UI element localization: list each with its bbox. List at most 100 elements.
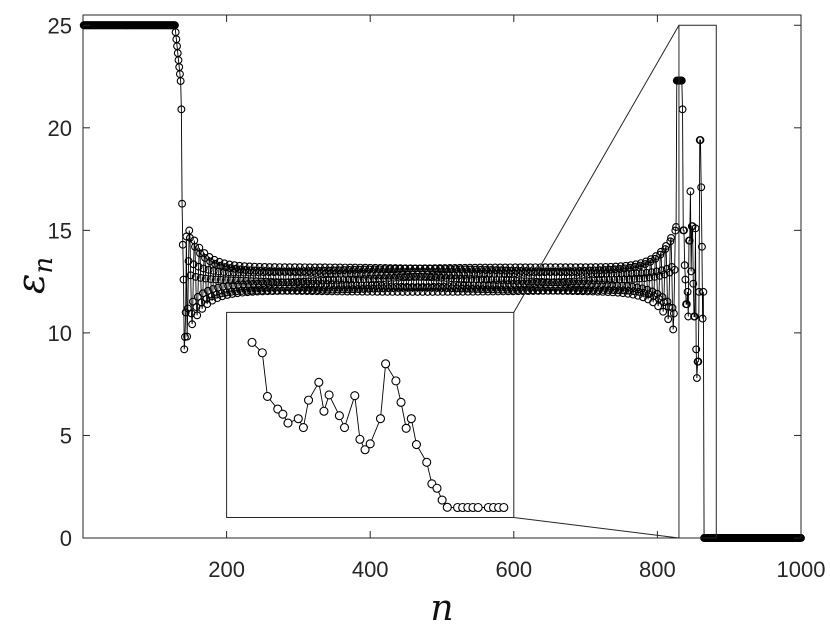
data-point <box>623 282 632 291</box>
data-point <box>195 243 204 252</box>
data-point <box>364 274 373 283</box>
data-point <box>562 268 571 277</box>
data-point <box>514 287 523 296</box>
data-point <box>424 282 433 291</box>
data-point <box>440 264 449 273</box>
data-point <box>228 289 237 298</box>
x-axis: 200 400 600 800 1000 <box>208 15 825 582</box>
data-point <box>423 287 432 296</box>
zoom-connector <box>513 516 680 539</box>
data-point <box>187 309 196 318</box>
inset-data-point <box>324 390 334 400</box>
data-point <box>594 286 603 294</box>
inset-data-point <box>257 348 267 358</box>
data-point <box>308 287 316 296</box>
data-point <box>695 287 703 296</box>
data-point <box>230 261 239 270</box>
inset-data-point <box>314 377 324 387</box>
data-point <box>511 263 520 272</box>
inset-data-point <box>319 406 329 416</box>
data-point <box>652 252 660 261</box>
data-point <box>697 183 706 192</box>
data-point <box>631 260 640 269</box>
data-point <box>394 273 403 282</box>
data-point <box>531 263 540 272</box>
inset <box>226 24 717 539</box>
data-point <box>532 267 541 276</box>
data-point <box>685 236 694 245</box>
data-point <box>456 265 465 274</box>
data-point <box>664 303 673 311</box>
data-point <box>301 268 310 277</box>
y-tick-label: 25 <box>48 13 72 38</box>
data-point <box>683 287 692 296</box>
data-point <box>214 283 222 292</box>
data-point <box>584 286 593 295</box>
data-point <box>179 275 188 284</box>
data-point <box>504 287 513 296</box>
y-axis-label-sub: n <box>29 257 59 274</box>
data-point <box>426 264 435 273</box>
data-point <box>396 264 405 273</box>
data-point <box>689 279 698 288</box>
data-point <box>429 282 438 291</box>
data-point <box>603 280 612 289</box>
data-point <box>696 136 705 145</box>
data-point <box>572 268 581 277</box>
inset-data-point <box>298 422 308 433</box>
data-point <box>211 275 220 284</box>
data-point <box>554 286 563 295</box>
data-point <box>404 283 413 292</box>
data-point <box>555 278 563 287</box>
data-point <box>263 287 272 296</box>
data-point <box>252 277 260 286</box>
data-point <box>516 263 525 272</box>
data-point <box>245 262 254 271</box>
data-point <box>303 287 311 296</box>
y-tick-label: 5 <box>60 423 72 448</box>
data-point <box>206 257 215 266</box>
inset-data-point <box>432 483 442 493</box>
data-point <box>186 233 194 242</box>
data-point <box>697 242 706 251</box>
inset-data-point <box>278 409 288 419</box>
inset-data-point <box>283 418 293 428</box>
data-point <box>224 268 233 277</box>
data-point <box>214 267 223 276</box>
data-point <box>389 273 398 282</box>
data-point <box>638 284 647 293</box>
data-point <box>221 263 230 272</box>
inset-data-point <box>406 414 416 424</box>
data-point <box>268 287 277 295</box>
data-point <box>655 271 664 280</box>
data-point <box>359 275 368 284</box>
data-point <box>428 287 437 296</box>
data-point <box>656 250 665 259</box>
data-point <box>323 285 332 294</box>
data-point <box>636 259 645 268</box>
data-point <box>408 287 417 296</box>
data-point <box>203 286 212 295</box>
data-point <box>183 332 192 341</box>
inset-data-point <box>360 445 370 455</box>
data-point <box>271 267 280 276</box>
data-point <box>569 286 578 295</box>
data-point <box>418 287 427 296</box>
data-point <box>296 268 305 277</box>
data-point <box>568 279 576 288</box>
inset-data-point <box>473 502 483 513</box>
data-point <box>376 263 385 272</box>
data-point <box>529 287 538 295</box>
data-point <box>466 265 475 274</box>
data-point <box>193 311 202 320</box>
y-axis: 0 5 10 15 20 25 <box>48 13 801 551</box>
data-point <box>666 237 675 246</box>
data-point <box>559 286 568 295</box>
data-point <box>669 325 678 334</box>
data-point <box>412 272 421 281</box>
data-point <box>682 300 691 309</box>
data-point <box>677 76 686 85</box>
data-point <box>534 286 543 295</box>
data-point <box>664 315 673 324</box>
data-point <box>550 278 558 287</box>
